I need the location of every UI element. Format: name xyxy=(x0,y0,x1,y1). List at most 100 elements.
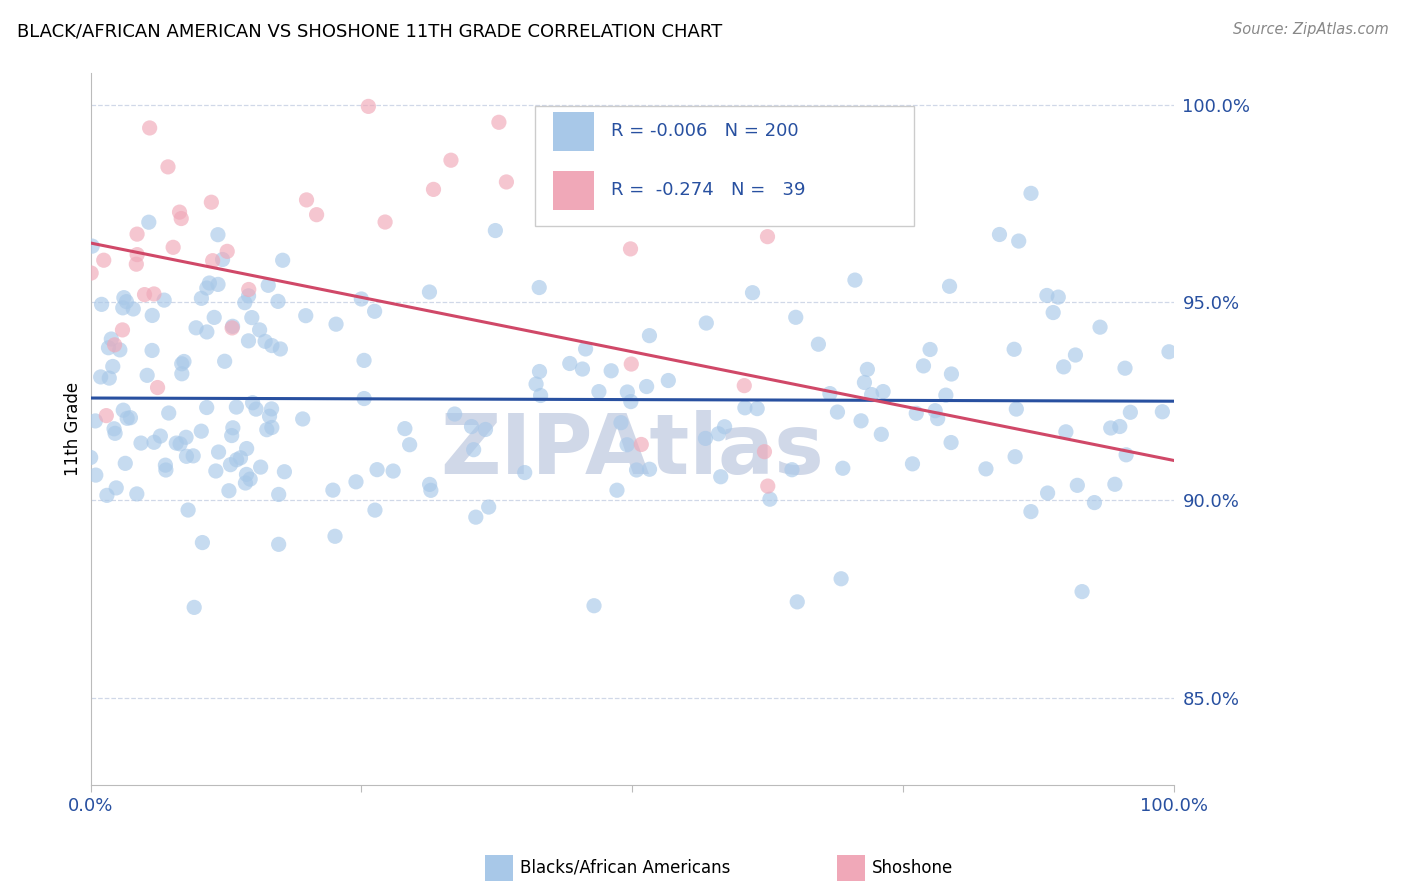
Point xyxy=(229,450,252,465)
Point xyxy=(924,403,946,417)
Point xyxy=(181,449,204,463)
Point xyxy=(529,280,551,294)
Point xyxy=(939,435,962,450)
Point xyxy=(122,301,145,316)
Point xyxy=(218,483,240,498)
Point xyxy=(1157,344,1180,359)
Point xyxy=(478,500,501,514)
Point xyxy=(1004,450,1026,464)
Point xyxy=(363,304,385,318)
Point xyxy=(1019,505,1042,519)
Point xyxy=(422,182,444,196)
Point xyxy=(108,343,131,357)
Point xyxy=(529,388,551,402)
Point xyxy=(260,401,283,416)
Point xyxy=(786,595,808,609)
Text: Source: ZipAtlas.com: Source: ZipAtlas.com xyxy=(1233,22,1389,37)
Point xyxy=(80,266,103,280)
Point xyxy=(162,240,184,254)
Point xyxy=(759,492,782,507)
Point xyxy=(101,359,124,374)
Point xyxy=(143,287,166,301)
Point xyxy=(860,387,883,401)
Point xyxy=(935,388,957,402)
Point xyxy=(849,414,872,428)
Point xyxy=(695,431,717,445)
Point xyxy=(831,461,853,475)
FancyBboxPatch shape xyxy=(534,106,914,226)
Point xyxy=(240,310,263,325)
Point xyxy=(616,384,638,399)
Point xyxy=(239,472,262,486)
Point xyxy=(238,283,260,297)
Point xyxy=(190,424,212,438)
Point xyxy=(733,378,755,392)
Point xyxy=(366,463,388,477)
Point xyxy=(249,460,271,475)
Point xyxy=(1008,234,1031,248)
Point xyxy=(1042,305,1064,319)
Point xyxy=(1036,288,1059,302)
Point xyxy=(920,343,942,357)
Point xyxy=(529,365,551,379)
Point xyxy=(207,277,229,292)
Point xyxy=(419,477,441,491)
Point xyxy=(574,342,596,356)
Point xyxy=(235,467,257,482)
Point xyxy=(115,294,138,309)
Point xyxy=(1019,186,1042,201)
Point xyxy=(207,227,229,242)
Point xyxy=(901,457,924,471)
Point xyxy=(103,422,125,436)
Point xyxy=(257,278,280,293)
Point xyxy=(153,293,176,307)
Point xyxy=(638,328,661,343)
Point xyxy=(260,338,283,352)
Point xyxy=(440,153,463,168)
Point xyxy=(495,175,517,189)
Point xyxy=(780,463,803,477)
Point xyxy=(111,323,134,337)
Point xyxy=(165,436,187,450)
Point xyxy=(235,442,257,456)
Point xyxy=(1002,343,1025,357)
Point xyxy=(205,464,228,478)
Point xyxy=(830,572,852,586)
Point xyxy=(225,452,247,467)
Point xyxy=(149,429,172,443)
Point xyxy=(174,430,197,444)
Point xyxy=(222,421,245,435)
Point xyxy=(524,377,547,392)
Text: R =  -0.274   N =   39: R = -0.274 N = 39 xyxy=(610,181,806,200)
Point xyxy=(1104,477,1126,491)
Point xyxy=(464,510,486,524)
Point xyxy=(872,384,894,399)
Point xyxy=(741,285,763,300)
Point xyxy=(82,239,104,253)
Bar xyxy=(553,171,595,211)
Text: ZIPAtlas: ZIPAtlas xyxy=(440,409,824,491)
Point xyxy=(127,247,149,261)
Point xyxy=(242,395,264,409)
Point xyxy=(200,195,222,210)
Point xyxy=(141,309,163,323)
Point xyxy=(558,357,581,371)
Point xyxy=(912,359,935,373)
Point xyxy=(856,362,879,376)
Point xyxy=(1083,495,1105,509)
Point xyxy=(249,323,271,337)
Point xyxy=(1005,402,1028,417)
Point xyxy=(853,376,876,390)
Point xyxy=(267,537,290,551)
Point xyxy=(111,301,134,315)
Point xyxy=(155,463,177,477)
Point xyxy=(271,253,294,268)
Point xyxy=(754,444,776,458)
Point xyxy=(988,227,1011,242)
Point xyxy=(1099,421,1122,435)
Point xyxy=(115,411,138,425)
Point xyxy=(245,402,267,417)
Point xyxy=(1036,486,1059,500)
Point xyxy=(79,450,101,465)
Point xyxy=(225,400,247,414)
